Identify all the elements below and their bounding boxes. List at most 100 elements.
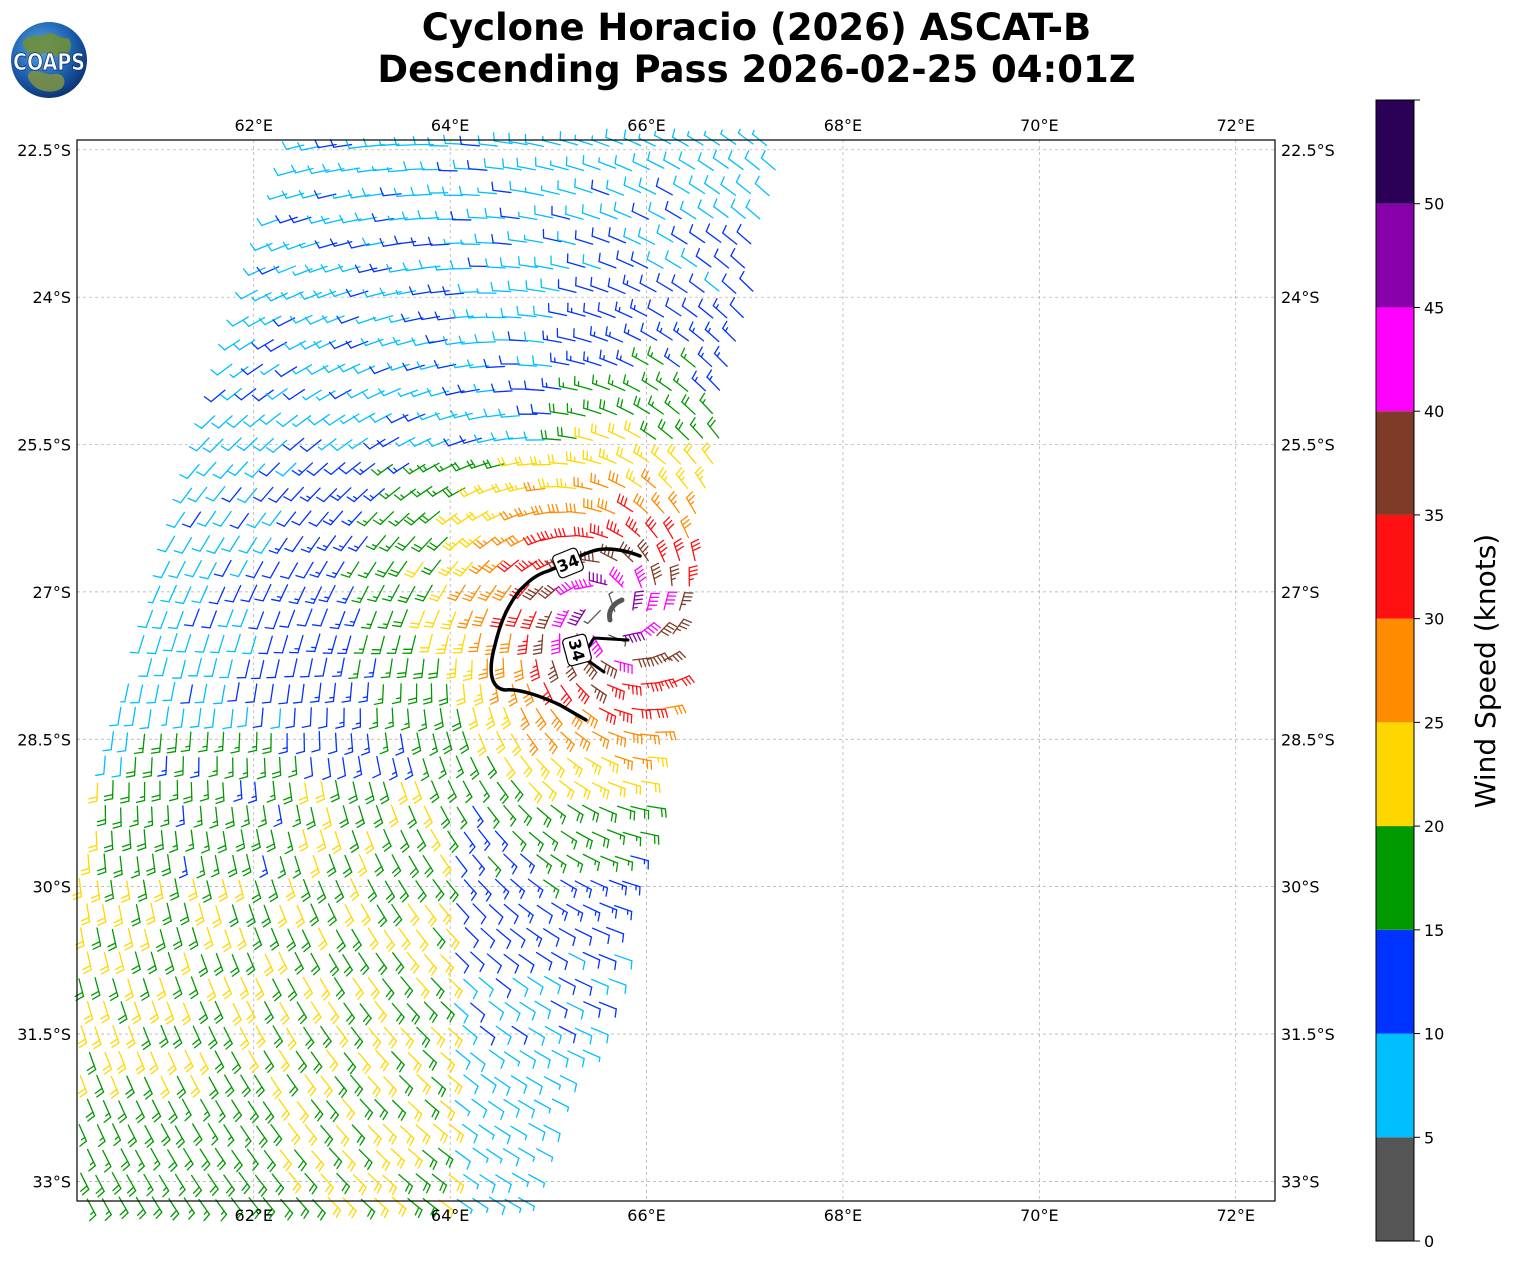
wind-barb: [188, 976, 199, 1000]
wind-barb: [533, 1050, 551, 1069]
wind-barb: [118, 1196, 129, 1220]
wind-barb: [272, 1025, 284, 1048]
wind-barb: [516, 356, 538, 367]
wind-barb: [427, 236, 450, 246]
wind-barb: [210, 855, 220, 878]
wind-barb: [590, 276, 609, 293]
wind-barb: [379, 187, 402, 197]
wind-barb: [336, 315, 360, 324]
wind-barb: [549, 352, 570, 366]
wind-barb: [288, 1171, 302, 1194]
wind-barb: [151, 1099, 162, 1123]
wind-barb: [510, 1075, 528, 1094]
wind-barb: [450, 260, 472, 270]
wind-barb: [109, 978, 119, 1002]
wind-barb: [102, 1149, 112, 1173]
colorbar-bin: [1376, 1033, 1414, 1138]
wind-barb: [550, 709, 563, 732]
wind-barb: [408, 855, 419, 879]
wind-barb: [344, 608, 361, 627]
wind-barb: [274, 366, 298, 378]
wind-barb: [198, 1001, 209, 1024]
wind-barb: [119, 683, 130, 703]
wind-barb: [150, 1147, 161, 1171]
wind-barb: [408, 610, 425, 629]
wind-barb: [298, 782, 309, 805]
wind-barb: [222, 976, 233, 1000]
wind-barb: [384, 880, 396, 904]
wind-barb: [542, 928, 560, 947]
wind-barb: [639, 622, 662, 636]
wind-barb: [434, 707, 444, 731]
wind-barb: [114, 951, 125, 975]
wind-barb: [379, 536, 400, 552]
wind-barb: [275, 462, 297, 477]
wind-barb: [483, 158, 504, 170]
wind-barb: [162, 632, 178, 652]
wind-barb: [234, 879, 245, 903]
wind-barb: [495, 1174, 512, 1193]
wind-barb: [532, 355, 553, 368]
wind-barb: [688, 273, 705, 293]
wind-barb: [418, 633, 433, 653]
wind-barb: [440, 1001, 455, 1023]
wind-barb: [322, 414, 346, 426]
wind-barb: [453, 1002, 469, 1024]
wind-barb: [306, 807, 316, 830]
wind-barb: [372, 315, 394, 322]
wind-barb: [646, 805, 667, 818]
wind-barb: [663, 650, 687, 663]
wind-barb: [712, 149, 729, 169]
wind-barb: [269, 927, 280, 951]
wind-barb: [120, 880, 131, 903]
wind-barb: [456, 610, 474, 629]
wind-barb: [638, 177, 657, 195]
wind-barb: [340, 561, 360, 578]
wind-barb: [299, 487, 321, 502]
wind-barb: [614, 904, 633, 921]
wind-barb: [517, 1197, 535, 1212]
wind-barb: [271, 584, 289, 602]
wind-barb: [457, 283, 480, 294]
wind-barb: [622, 683, 642, 696]
wind-barb: [430, 977, 445, 999]
wind-barb: [273, 265, 296, 274]
wind-barb: [211, 415, 233, 429]
wind-barb: [376, 904, 388, 928]
wind-barb: [536, 854, 552, 875]
wind-barb: [431, 1076, 447, 1098]
wind-barb: [510, 878, 526, 900]
wind-barb: [423, 683, 433, 705]
wind-barb: [102, 731, 114, 752]
wind-barb: [360, 733, 371, 756]
wind-barb: [240, 363, 264, 376]
wind-barb: [151, 780, 161, 802]
wind-barb: [364, 831, 375, 854]
wind-barb: [217, 609, 234, 628]
wind-barb: [680, 247, 698, 267]
wind-barb: [469, 756, 480, 780]
wind-barb: [379, 287, 403, 297]
wind-barb: [478, 829, 491, 852]
wind-barb: [336, 1025, 349, 1048]
wind-barb: [180, 684, 193, 704]
wind-barb: [400, 1027, 415, 1049]
wind-barb: [650, 444, 666, 465]
wind-barb: [298, 190, 322, 199]
wind-barb: [203, 389, 226, 403]
wind-barb: [623, 227, 641, 245]
wind-barb: [181, 1098, 192, 1122]
wind-barb: [518, 1147, 535, 1162]
wind-barb: [348, 781, 358, 804]
wind-barb: [263, 953, 274, 977]
wind-barb: [645, 516, 658, 539]
wind-barb: [212, 905, 222, 928]
wind-barb: [213, 952, 224, 976]
wind-barb: [250, 660, 265, 680]
map-gridlines: [77, 140, 1275, 1201]
wind-barb: [459, 731, 470, 754]
wind-barb: [261, 561, 280, 579]
lat-tick-label-right: 25.5°S: [1281, 436, 1335, 455]
lon-tick-label-bottom: 72°E: [1216, 1206, 1254, 1225]
wind-barbs: [72, 128, 776, 1222]
